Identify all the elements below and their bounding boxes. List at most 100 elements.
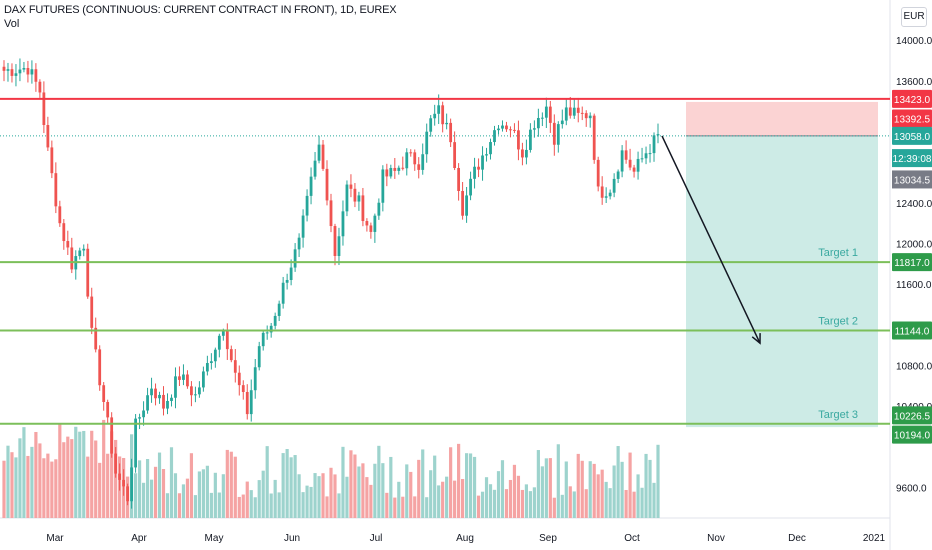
candle-body (14, 73, 18, 76)
volume-bar (612, 465, 616, 518)
candle-body (333, 226, 337, 256)
candle-body (616, 171, 620, 179)
candle-body (365, 221, 369, 226)
candle-body (198, 387, 201, 395)
volume-bar (133, 473, 138, 518)
volume-bar (441, 481, 445, 518)
candle-body (461, 190, 464, 216)
volume-bar (425, 497, 429, 518)
candle-body (521, 149, 524, 158)
volume-bar (98, 462, 102, 518)
chart-title: DAX FUTURES (CONTINUOUS: CURRENT CONTRAC… (4, 4, 397, 16)
volume-bar (496, 471, 501, 518)
volume-bar (169, 447, 174, 518)
candle-body (505, 125, 508, 130)
volume-bar (305, 485, 309, 518)
price-badge (892, 126, 932, 145)
candle-body (548, 106, 552, 123)
volume-bar (10, 452, 14, 518)
target-label-3: Target 3 (818, 409, 858, 421)
volume-bar (508, 479, 513, 518)
currency-button[interactable]: EUR (901, 7, 927, 27)
candle-body (501, 125, 504, 129)
candle-body (150, 388, 153, 396)
volume-bar (421, 449, 425, 518)
volume-bar (233, 456, 237, 518)
volume-bar (145, 459, 150, 518)
candle-body (349, 184, 353, 189)
volume-bar (616, 446, 620, 518)
candle-body (158, 394, 161, 399)
candle-body (493, 130, 496, 143)
candle-body (536, 117, 540, 129)
candle-body (194, 394, 197, 396)
volume-bar (22, 427, 26, 518)
candle-body (377, 202, 381, 216)
volume-bar (548, 458, 552, 518)
price-badge-text: 10194.0 (894, 431, 931, 442)
volume-bar (345, 476, 349, 518)
volume-bar (102, 419, 106, 518)
volume-bar (54, 459, 58, 518)
candle-body (517, 130, 520, 150)
volume-bar (106, 453, 110, 518)
volume-bar (544, 458, 548, 518)
candle-body (481, 155, 484, 170)
forecast-arrow (661, 135, 761, 344)
volume-bar (281, 453, 285, 518)
volume-bar (373, 463, 377, 518)
candle-body (421, 154, 425, 170)
candle-body (221, 331, 225, 336)
candle-body (445, 122, 449, 125)
candle-body (10, 69, 14, 76)
volume-bar (453, 480, 457, 518)
candle-body (281, 282, 285, 304)
volume-bar (329, 467, 333, 518)
candle-body (62, 223, 66, 242)
candle-body (596, 159, 600, 187)
candle-body (497, 128, 500, 131)
volume-bar (504, 489, 509, 518)
volume-bar (644, 453, 648, 518)
candle-body (513, 129, 516, 131)
candle-body (205, 363, 209, 372)
x-tick-label: Apr (131, 533, 147, 544)
candle-body (389, 167, 393, 177)
candle-body (245, 391, 249, 415)
volume-bar (309, 486, 313, 518)
volume-bar (94, 440, 98, 518)
price-badge-text: 13058.0 (894, 132, 931, 143)
volume-bar (317, 476, 321, 518)
candle-body (556, 124, 560, 145)
candle-body (162, 394, 165, 409)
volume-bar (205, 465, 209, 518)
volume-bar (197, 471, 201, 518)
price-badge (892, 406, 932, 425)
candle-body (42, 92, 46, 126)
volume-bar (540, 466, 544, 518)
volume-bar (293, 455, 297, 518)
candle-body (564, 107, 568, 121)
volume-bar (213, 472, 217, 518)
volume-bar (624, 489, 628, 518)
countdown-text: 12:39:08 (893, 154, 932, 165)
volume-bar (640, 487, 644, 518)
volume-bar (149, 479, 154, 518)
candle-body (425, 131, 429, 155)
volume-label: Vol (4, 18, 20, 30)
volume-bar (341, 446, 345, 518)
volume-bar (253, 497, 257, 518)
forecast-arrow-head (751, 333, 761, 345)
bid-badge-text: 13034.5 (894, 175, 931, 186)
volume-bar (137, 460, 142, 518)
candle-body (528, 129, 532, 150)
candle-body (265, 332, 269, 334)
volume-bar (261, 470, 265, 518)
candle-body (525, 149, 528, 158)
price-badge-text: 10226.5 (894, 411, 931, 422)
y-tick-label: 12400.0 (896, 199, 932, 210)
candle-body (489, 142, 492, 155)
candle-body (405, 152, 409, 169)
volume-bar (2, 460, 6, 518)
